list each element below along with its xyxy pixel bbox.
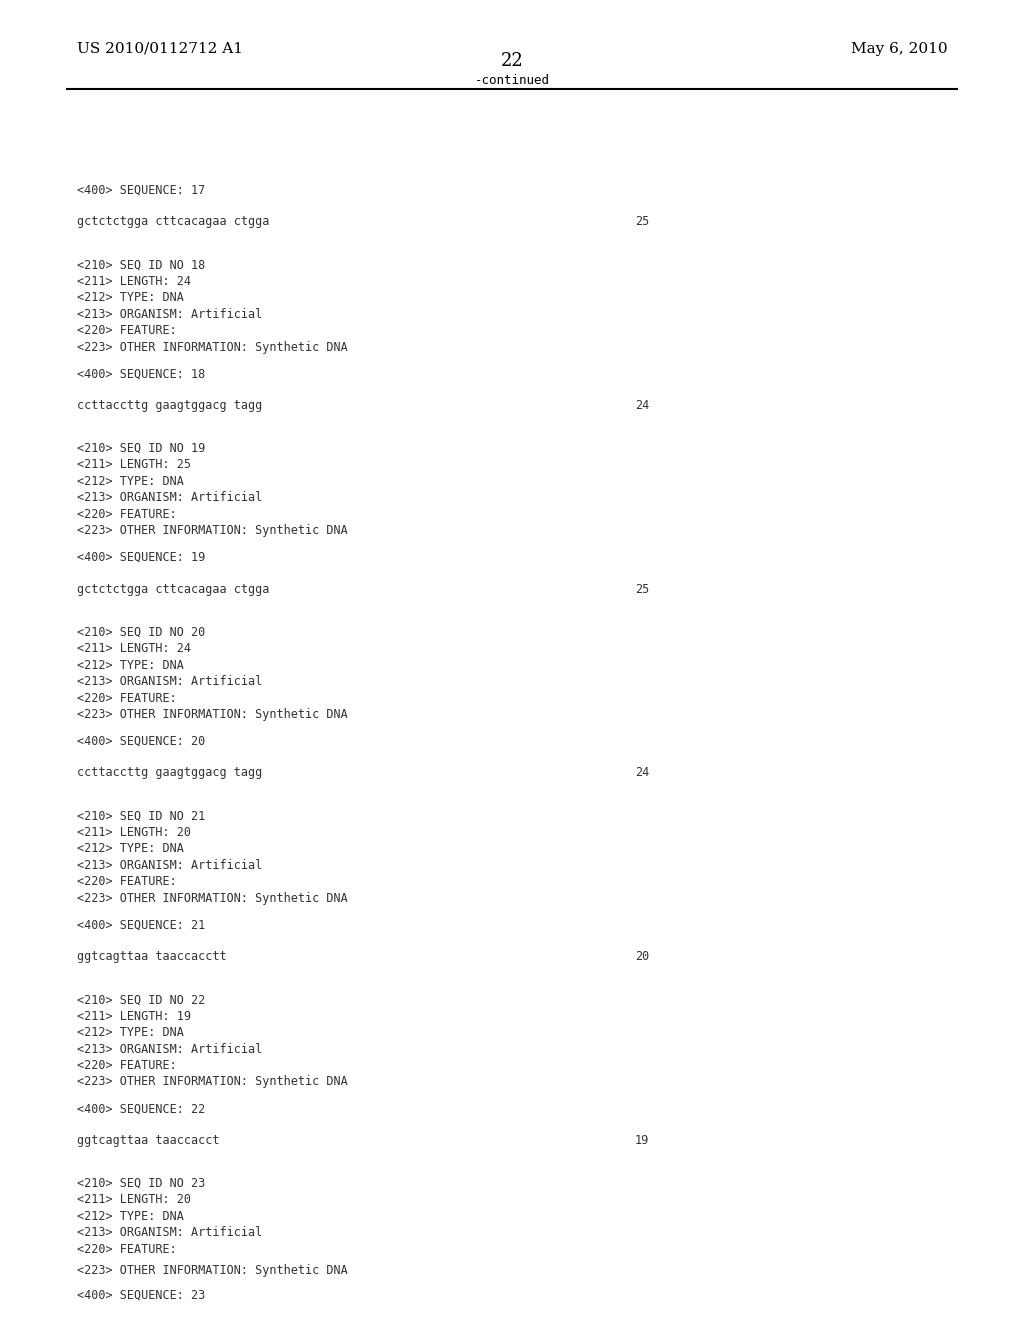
Text: ccttaccttg gaagtggacg tagg: ccttaccttg gaagtggacg tagg (77, 399, 262, 412)
Text: May 6, 2010: May 6, 2010 (851, 42, 947, 55)
Text: 24: 24 (635, 767, 649, 779)
Text: <210> SEQ ID NO 22: <210> SEQ ID NO 22 (77, 993, 205, 1006)
Text: <220> FEATURE:: <220> FEATURE: (77, 508, 176, 521)
Text: <223> OTHER INFORMATION: Synthetic DNA: <223> OTHER INFORMATION: Synthetic DNA (77, 708, 347, 721)
Text: <212> TYPE: DNA: <212> TYPE: DNA (77, 1210, 183, 1222)
Text: <213> ORGANISM: Artificial: <213> ORGANISM: Artificial (77, 491, 262, 504)
Text: <223> OTHER INFORMATION: Synthetic DNA: <223> OTHER INFORMATION: Synthetic DNA (77, 1265, 347, 1278)
Text: <210> SEQ ID NO 20: <210> SEQ ID NO 20 (77, 626, 205, 639)
Text: <223> OTHER INFORMATION: Synthetic DNA: <223> OTHER INFORMATION: Synthetic DNA (77, 341, 347, 354)
Text: <400> SEQUENCE: 21: <400> SEQUENCE: 21 (77, 919, 205, 932)
Text: <211> LENGTH: 20: <211> LENGTH: 20 (77, 1193, 190, 1206)
Text: gctctctgga cttcacagaa ctgga: gctctctgga cttcacagaa ctgga (77, 215, 269, 228)
Text: <400> SEQUENCE: 17: <400> SEQUENCE: 17 (77, 183, 205, 197)
Text: <212> TYPE: DNA: <212> TYPE: DNA (77, 475, 183, 488)
Text: <213> ORGANISM: Artificial: <213> ORGANISM: Artificial (77, 1043, 262, 1056)
Text: <212> TYPE: DNA: <212> TYPE: DNA (77, 842, 183, 855)
Text: <210> SEQ ID NO 18: <210> SEQ ID NO 18 (77, 259, 205, 271)
Text: <210> SEQ ID NO 21: <210> SEQ ID NO 21 (77, 809, 205, 822)
Text: 22: 22 (501, 51, 523, 70)
Text: <220> FEATURE:: <220> FEATURE: (77, 1242, 176, 1255)
Text: 25: 25 (635, 215, 649, 228)
Text: ggtcagttaa taaccacctt: ggtcagttaa taaccacctt (77, 950, 226, 964)
Text: <223> OTHER INFORMATION: Synthetic DNA: <223> OTHER INFORMATION: Synthetic DNA (77, 524, 347, 537)
Text: <220> FEATURE:: <220> FEATURE: (77, 1059, 176, 1072)
Text: <223> OTHER INFORMATION: Synthetic DNA: <223> OTHER INFORMATION: Synthetic DNA (77, 1076, 347, 1089)
Text: <400> SEQUENCE: 19: <400> SEQUENCE: 19 (77, 550, 205, 564)
Text: <210> SEQ ID NO 19: <210> SEQ ID NO 19 (77, 442, 205, 455)
Text: <213> ORGANISM: Artificial: <213> ORGANISM: Artificial (77, 675, 262, 688)
Text: 20: 20 (635, 950, 649, 964)
Text: -continued: -continued (474, 74, 550, 87)
Text: <211> LENGTH: 24: <211> LENGTH: 24 (77, 642, 190, 655)
Text: ggtcagttaa taaccacct: ggtcagttaa taaccacct (77, 1134, 219, 1147)
Text: <213> ORGANISM: Artificial: <213> ORGANISM: Artificial (77, 1226, 262, 1239)
Text: <400> SEQUENCE: 18: <400> SEQUENCE: 18 (77, 367, 205, 380)
Text: gctctctgga cttcacagaa ctgga: gctctctgga cttcacagaa ctgga (77, 582, 269, 595)
Text: <212> TYPE: DNA: <212> TYPE: DNA (77, 659, 183, 672)
Text: US 2010/0112712 A1: US 2010/0112712 A1 (77, 42, 243, 55)
Text: 19: 19 (635, 1134, 649, 1147)
Text: <400> SEQUENCE: 23: <400> SEQUENCE: 23 (77, 1288, 205, 1302)
Text: <212> TYPE: DNA: <212> TYPE: DNA (77, 292, 183, 304)
Text: <211> LENGTH: 24: <211> LENGTH: 24 (77, 275, 190, 288)
Text: <213> ORGANISM: Artificial: <213> ORGANISM: Artificial (77, 859, 262, 871)
Text: <213> ORGANISM: Artificial: <213> ORGANISM: Artificial (77, 308, 262, 321)
Text: <220> FEATURE:: <220> FEATURE: (77, 692, 176, 705)
Text: <223> OTHER INFORMATION: Synthetic DNA: <223> OTHER INFORMATION: Synthetic DNA (77, 892, 347, 904)
Text: <212> TYPE: DNA: <212> TYPE: DNA (77, 1026, 183, 1039)
Text: <211> LENGTH: 19: <211> LENGTH: 19 (77, 1010, 190, 1023)
Text: <400> SEQUENCE: 22: <400> SEQUENCE: 22 (77, 1102, 205, 1115)
Text: <220> FEATURE:: <220> FEATURE: (77, 325, 176, 337)
Text: <220> FEATURE:: <220> FEATURE: (77, 875, 176, 888)
Text: <211> LENGTH: 20: <211> LENGTH: 20 (77, 826, 190, 838)
Text: <400> SEQUENCE: 20: <400> SEQUENCE: 20 (77, 735, 205, 747)
Text: ccttaccttg gaagtggacg tagg: ccttaccttg gaagtggacg tagg (77, 767, 262, 779)
Text: <211> LENGTH: 25: <211> LENGTH: 25 (77, 458, 190, 471)
Text: 24: 24 (635, 399, 649, 412)
Text: 25: 25 (635, 582, 649, 595)
Text: <210> SEQ ID NO 23: <210> SEQ ID NO 23 (77, 1177, 205, 1189)
